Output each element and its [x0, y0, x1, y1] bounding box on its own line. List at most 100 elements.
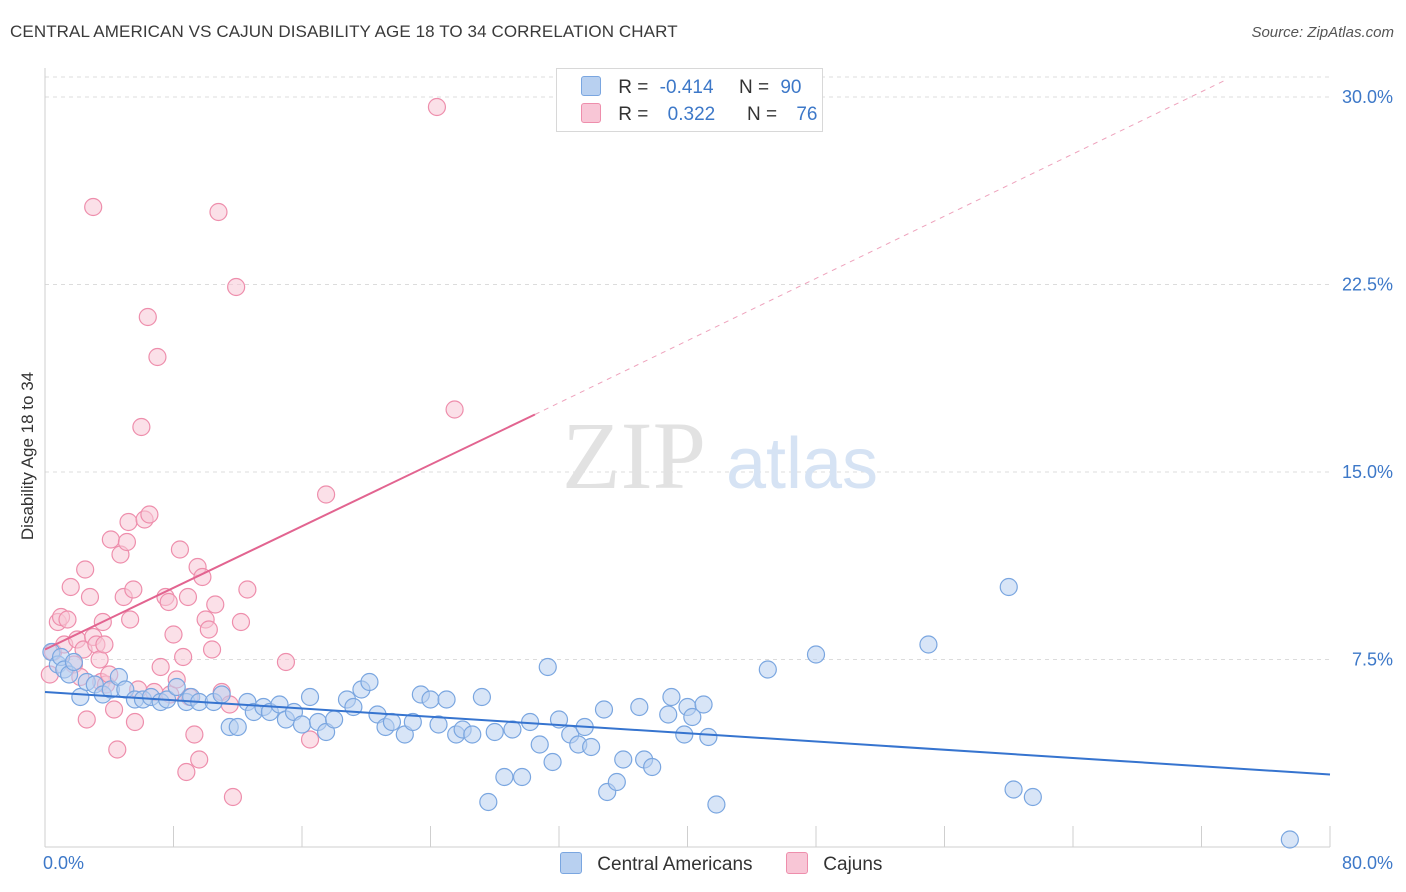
cajuns-point: [61, 577, 80, 597]
cajuns-point: [427, 97, 447, 117]
cajuns-point: [101, 530, 120, 549]
cajuns-point: [238, 580, 257, 599]
central-americans-point: [71, 687, 90, 707]
cajuns-point: [148, 347, 167, 367]
central-americans-point: [421, 690, 440, 709]
central-americans-point: [485, 722, 504, 742]
central-americans-point: [582, 737, 601, 757]
stats-row-cajuns: R = 0.322 N = 76: [581, 103, 817, 126]
n-label: N =: [738, 77, 770, 98]
source-label: Source: ZipAtlas.com: [1251, 24, 1394, 41]
cajuns-point: [77, 710, 96, 729]
cajuns-point: [80, 587, 100, 607]
central-americans-point: [630, 697, 649, 717]
cajuns-point: [104, 700, 124, 719]
cajuns-point: [209, 202, 228, 222]
cajuns-point: [95, 635, 114, 654]
central-americans-point: [614, 750, 633, 769]
central-americans-point: [1004, 780, 1023, 799]
central-americans-point: [479, 792, 498, 812]
y-tick-label: 7.5%: [1352, 650, 1393, 670]
watermark: ZIP atlas: [562, 402, 878, 509]
central-americans-point: [683, 707, 702, 727]
r-value: -0.414: [659, 77, 714, 98]
cajuns-point: [202, 640, 222, 659]
central-americans-point: [607, 772, 626, 792]
legend-item-central-americans[interactable]: Central Americans: [560, 852, 753, 876]
central-americans-point: [543, 752, 562, 772]
central-americans-point: [292, 715, 312, 734]
legend-label: Cajuns: [823, 854, 883, 875]
cajuns-point: [119, 512, 138, 532]
central-americans-point: [919, 635, 938, 654]
central-americans-point: [659, 705, 678, 724]
x-tick-label: 80.0%: [1342, 853, 1393, 873]
cajuns-point: [185, 725, 204, 744]
blue-swatch-icon: [581, 76, 601, 96]
cajuns-point: [159, 592, 178, 612]
stats-legend: R = -0.414 N = 90 R = 0.322 N = 76: [556, 68, 823, 132]
cajuns-trendline-extension: [534, 78, 1228, 415]
cajuns-point: [151, 657, 170, 677]
central-americans-point: [675, 725, 694, 744]
central-americans-point: [503, 720, 522, 739]
cajuns-point: [199, 620, 218, 639]
central-americans-point: [758, 660, 777, 679]
central-americans-point: [1280, 830, 1299, 849]
cajuns-point: [138, 307, 157, 327]
central-americans-point: [530, 735, 549, 754]
cajuns-point: [231, 612, 251, 632]
cajuns-point: [124, 580, 143, 599]
cajuns-point: [84, 197, 103, 217]
central-americans-point: [472, 687, 491, 707]
r-label: R =: [618, 104, 649, 125]
central-americans-point: [437, 690, 456, 709]
central-americans-point: [167, 677, 186, 697]
tick-labels: 7.5% 15.0% 22.5% 30.0% 0.0% 80.0%: [43, 87, 1393, 873]
cajuns-point: [90, 650, 109, 669]
cajuns-point: [316, 485, 336, 504]
cajuns-point: [190, 750, 209, 769]
central-americans-point: [325, 710, 344, 729]
central-americans-point: [228, 717, 247, 737]
cajuns-point: [125, 712, 145, 732]
stats-row-central-americans: R = -0.414 N = 90: [581, 76, 801, 99]
legend-item-cajuns[interactable]: Cajuns: [786, 852, 882, 876]
pink-swatch-icon: [581, 103, 601, 123]
y-tick-label: 30.0%: [1342, 87, 1393, 107]
cajuns-point: [227, 277, 246, 297]
central-americans-point: [806, 645, 826, 664]
central-americans-point: [707, 795, 726, 814]
central-americans-point: [512, 767, 532, 787]
cajuns-point: [206, 595, 225, 614]
cajuns-point: [117, 532, 137, 552]
cajuns-point: [132, 417, 151, 437]
r-label: R =: [618, 77, 649, 98]
axes: [44, 68, 1331, 848]
central-americans-point: [403, 712, 422, 732]
central-americans-point: [382, 712, 402, 732]
x-tick-label: 0.0%: [43, 853, 84, 873]
central-americans-point: [594, 700, 614, 719]
cajuns-point: [223, 787, 243, 807]
cajuns-point: [58, 610, 77, 629]
cajuns-point: [174, 647, 193, 667]
pink-swatch-icon: [786, 852, 808, 874]
cajuns-point: [177, 762, 196, 782]
central-americans-point: [538, 657, 557, 677]
central-americans-point: [694, 695, 713, 714]
y-tick-label: 22.5%: [1342, 275, 1393, 295]
n-value: 76: [796, 104, 818, 125]
cajuns-point: [108, 740, 127, 759]
central-americans-point: [662, 687, 681, 707]
watermark-zip: ZIP: [562, 402, 706, 509]
central-americans-point: [699, 727, 718, 747]
n-label: N =: [746, 104, 778, 125]
central-americans-point: [495, 767, 514, 787]
trendlines: [44, 78, 1331, 776]
chart-title: CENTRAL AMERICAN VS CAJUN DISABILITY AGE…: [10, 22, 678, 41]
cajuns-point: [276, 652, 296, 672]
central-americans-point: [212, 685, 231, 704]
central-americans-trendline: [44, 691, 1331, 776]
